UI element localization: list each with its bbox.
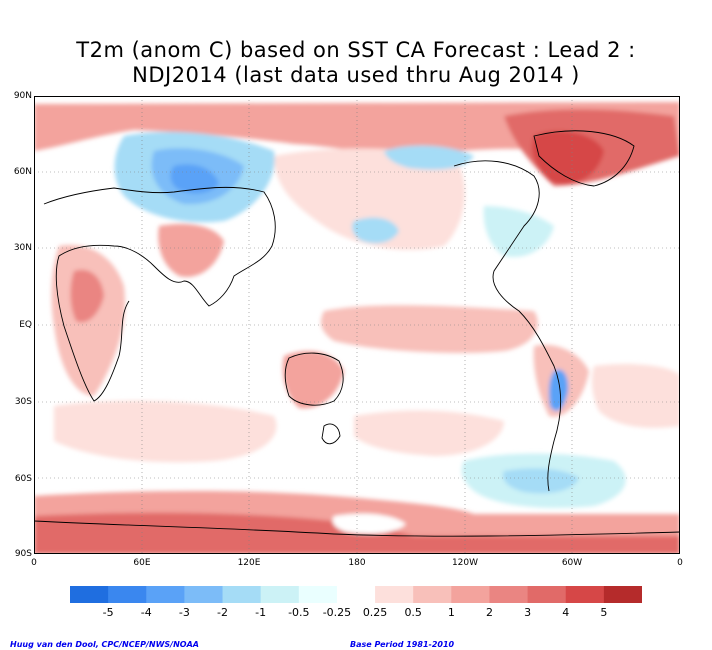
ross-sea-cold: [332, 513, 406, 534]
colorbar-tick-label: 2: [485, 606, 493, 619]
colorbar-swatch: [451, 586, 490, 603]
colorbar-tick-label: -2: [217, 606, 229, 619]
lat-label-90n: 90N: [13, 91, 32, 101]
colorbar-tick-label: 0.5: [404, 606, 422, 619]
colorbar-swatch: [146, 586, 185, 603]
colorbar-swatch: [489, 586, 529, 603]
anomaly-map-svg: [34, 96, 680, 554]
map-title-line-1: T2m (anom C) based on SST CA Forecast : …: [76, 38, 636, 62]
colorbar-swatch: [375, 586, 414, 603]
north-pacific-warm: [274, 148, 465, 250]
africa-warm-core: [70, 269, 104, 323]
colorbar-tick-label: 0.25: [362, 606, 388, 619]
anomaly-map: [34, 96, 680, 554]
colorbar-tick-label: 5: [600, 606, 608, 619]
lat-label-90s: 90S: [14, 549, 32, 559]
southern-indian-ocean-warm: [54, 400, 277, 463]
colorbar-tick-label: 4: [562, 606, 570, 619]
graticule: [34, 96, 680, 554]
colorbar-tick-label: -1: [255, 606, 267, 619]
lat-label-30n: 30N: [13, 243, 32, 253]
colorbar-swatch: [184, 586, 224, 603]
lat-label-60n: 60N: [13, 167, 32, 177]
colorbar-tick-label: -0.5: [288, 606, 310, 619]
south-asia-warm: [158, 223, 224, 277]
siberia-anomaly: [532, 131, 604, 185]
colorbar-swatch: [260, 586, 300, 603]
colorbar-swatch: [70, 586, 109, 603]
lat-label-60s: 60S: [14, 474, 32, 484]
colorbar-swatch: [527, 586, 567, 603]
lon-label-0-east: 0: [677, 558, 683, 568]
alaska-cold: [384, 145, 474, 170]
colorbar-tick-label: 3: [524, 606, 532, 619]
south-pacific-warm: [354, 410, 504, 456]
colorbar-swatch: [603, 586, 642, 603]
colorbar-swatch: [222, 586, 262, 603]
footer-credit: Huug van den Dool, CPC/NCEP/NWS/NOAA: [10, 640, 199, 649]
colorbar: [70, 586, 642, 603]
lon-label-120e: 120E: [237, 558, 261, 568]
lon-label-60e: 60E: [133, 558, 151, 568]
colorbar-swatch: [108, 586, 147, 603]
colorbar-tick-label: 1: [447, 606, 455, 619]
colorbar-tick-label: -4: [140, 606, 152, 619]
colorbar-tick-label: -0.25: [322, 606, 352, 619]
lon-label-180: 180: [348, 558, 366, 568]
colorbar-tick-label: -5: [102, 606, 114, 619]
map-title-line-2: NDJ2014 (last data used thru Aug 2014 ): [132, 63, 580, 87]
australia-warm: [282, 351, 344, 409]
equatorial-pacific-warm: [321, 305, 538, 353]
coastlines: [34, 130, 680, 537]
southern-ocean-cold-core: [502, 468, 579, 494]
colorbar-swatch: [413, 586, 452, 603]
lon-label-0: 0: [31, 558, 37, 568]
africa-warm: [51, 245, 125, 396]
footer-base-period: Base Period 1981-2010: [350, 640, 455, 649]
colorbar-swatch: [336, 586, 376, 603]
colorbar-tick-label: -3: [178, 606, 190, 619]
north-pacific-cold: [352, 217, 399, 244]
lon-label-120w: 120W: [451, 558, 479, 568]
lat-label-30s: 30S: [14, 397, 32, 407]
south-america-cold: [549, 369, 569, 411]
lon-label-60w: 60W: [561, 558, 583, 568]
colorbar-swatch: [298, 586, 338, 603]
colorbar-swatch: [565, 586, 605, 603]
south-atlantic-warm: [591, 364, 680, 428]
lat-label-eq: EQ: [19, 320, 32, 330]
north-america-cold: [483, 206, 554, 257]
